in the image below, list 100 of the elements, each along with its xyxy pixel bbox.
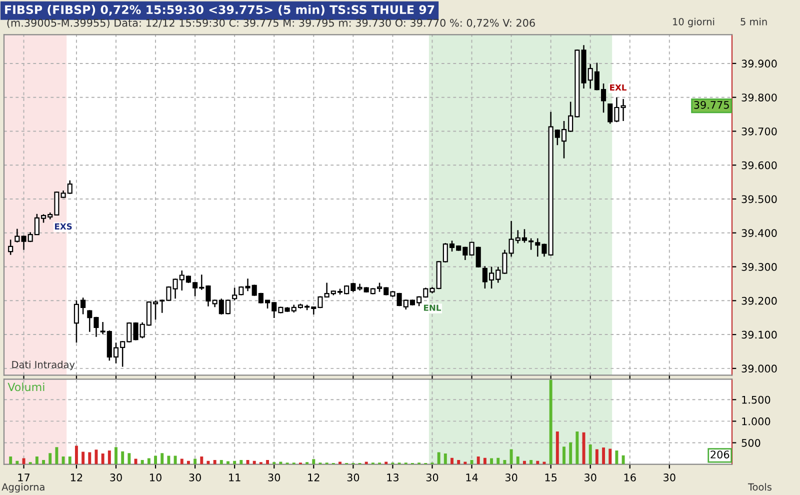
bar	[9, 456, 12, 464]
bar	[114, 447, 118, 464]
y-tick-label: 39.700	[742, 127, 777, 136]
x-tick-label: 12	[70, 474, 82, 482]
y-tick-label: 39.900	[742, 60, 777, 68]
y-tick-label: 39.300	[742, 263, 777, 271]
bar	[140, 460, 144, 464]
bar	[530, 460, 533, 464]
bar	[483, 458, 486, 464]
bar	[48, 453, 52, 464]
bar	[147, 458, 150, 464]
bar	[180, 458, 184, 464]
bar	[503, 460, 506, 464]
x-tick-label: 15	[545, 474, 557, 482]
bar	[510, 449, 513, 464]
y-tick-label: 39.200	[742, 296, 777, 305]
bar	[167, 456, 170, 464]
x-tick-label: 16	[624, 474, 636, 482]
x-tick-label: 30	[505, 474, 518, 482]
bar	[384, 462, 388, 464]
bar	[602, 448, 606, 464]
y-tick-label: 39.000	[742, 364, 777, 373]
bar	[200, 456, 204, 464]
y-tick-label: 39.800	[742, 94, 777, 102]
bar	[576, 432, 579, 464]
bar	[160, 453, 164, 464]
bar	[128, 453, 131, 464]
bar	[108, 450, 111, 464]
chart-title: Volumi	[8, 382, 44, 392]
text: 5 min	[740, 18, 767, 26]
bar	[595, 449, 598, 464]
bar	[194, 458, 197, 464]
bar	[240, 460, 243, 464]
y-tick-label: 39.600	[742, 161, 777, 170]
bar	[338, 462, 342, 464]
x-tick-label: 30	[426, 474, 438, 482]
y-tick-label: 39.500	[742, 195, 777, 204]
bar	[622, 455, 625, 464]
annotation: EXL	[610, 84, 627, 91]
bar	[121, 451, 124, 464]
x-tick-label: 13	[387, 474, 398, 482]
x-tick-label: 17	[18, 474, 30, 482]
x-tick-label: 30	[664, 474, 676, 482]
annotation: 39.775	[694, 100, 729, 109]
bar	[101, 454, 104, 464]
y-tick-label: 500	[742, 438, 760, 447]
x-tick-label: 30	[584, 474, 596, 482]
bar	[569, 442, 572, 464]
annotation: 206	[710, 450, 730, 458]
bar	[450, 458, 454, 464]
x-tick-label: 30	[268, 474, 280, 482]
x-tick-label: 10	[150, 474, 162, 482]
x-tick-label: 30	[189, 474, 201, 482]
bar	[35, 456, 38, 464]
bar	[154, 456, 158, 464]
chart-subtitle: (m.39005-M.39955) Data: 12/12 15:59:30 C: 39.775 M: 39.795 m: 39.730 O: 39.770 %: 0,72% V: 206	[7, 18, 535, 28]
annotation: ENL	[424, 304, 441, 311]
bar	[588, 444, 592, 464]
bar	[82, 452, 85, 464]
bar	[496, 458, 500, 464]
chart-title: FIBSP (FIBSP) 0,72% 15:59:30 <39.775> (5 min) TS:SS THULE 97	[5, 4, 434, 16]
bar	[62, 456, 65, 464]
candlestick	[8, 239, 14, 256]
bar	[213, 460, 216, 464]
bar	[464, 462, 467, 464]
bar	[55, 447, 58, 464]
bar	[444, 454, 447, 464]
candlestick	[620, 98, 626, 122]
x-tick-label: 30	[347, 474, 360, 482]
bar	[562, 446, 566, 464]
bar	[364, 462, 368, 464]
x-tick-label: 12	[308, 474, 320, 482]
y-tick-label: 39.400	[742, 229, 777, 237]
annotation: Dati Intraday	[12, 360, 75, 370]
text: 10 giorni	[673, 18, 714, 28]
y-tick-label: 1.000	[742, 417, 770, 426]
bar	[220, 460, 223, 464]
text: Tools	[748, 483, 772, 491]
x-tick-label: 30	[110, 474, 122, 482]
y-tick-label: 1.500	[742, 396, 770, 404]
bar	[88, 452, 92, 464]
bar	[312, 459, 316, 464]
bar	[68, 456, 72, 464]
bar	[516, 456, 520, 464]
annotation: EXS	[55, 223, 72, 230]
bar	[608, 448, 612, 464]
text: Aggiorna	[2, 483, 44, 493]
bar	[490, 458, 494, 464]
bar	[74, 446, 78, 464]
bar	[266, 460, 270, 464]
x-tick-label: 14	[466, 474, 478, 482]
bar	[279, 462, 282, 464]
bar	[476, 456, 480, 464]
x-tick-label: 11	[229, 474, 240, 482]
y-tick-label: 39.100	[742, 330, 777, 339]
bar	[437, 452, 440, 464]
bar	[457, 460, 460, 464]
bar	[615, 450, 618, 464]
bar	[556, 432, 559, 464]
bar	[42, 460, 46, 464]
